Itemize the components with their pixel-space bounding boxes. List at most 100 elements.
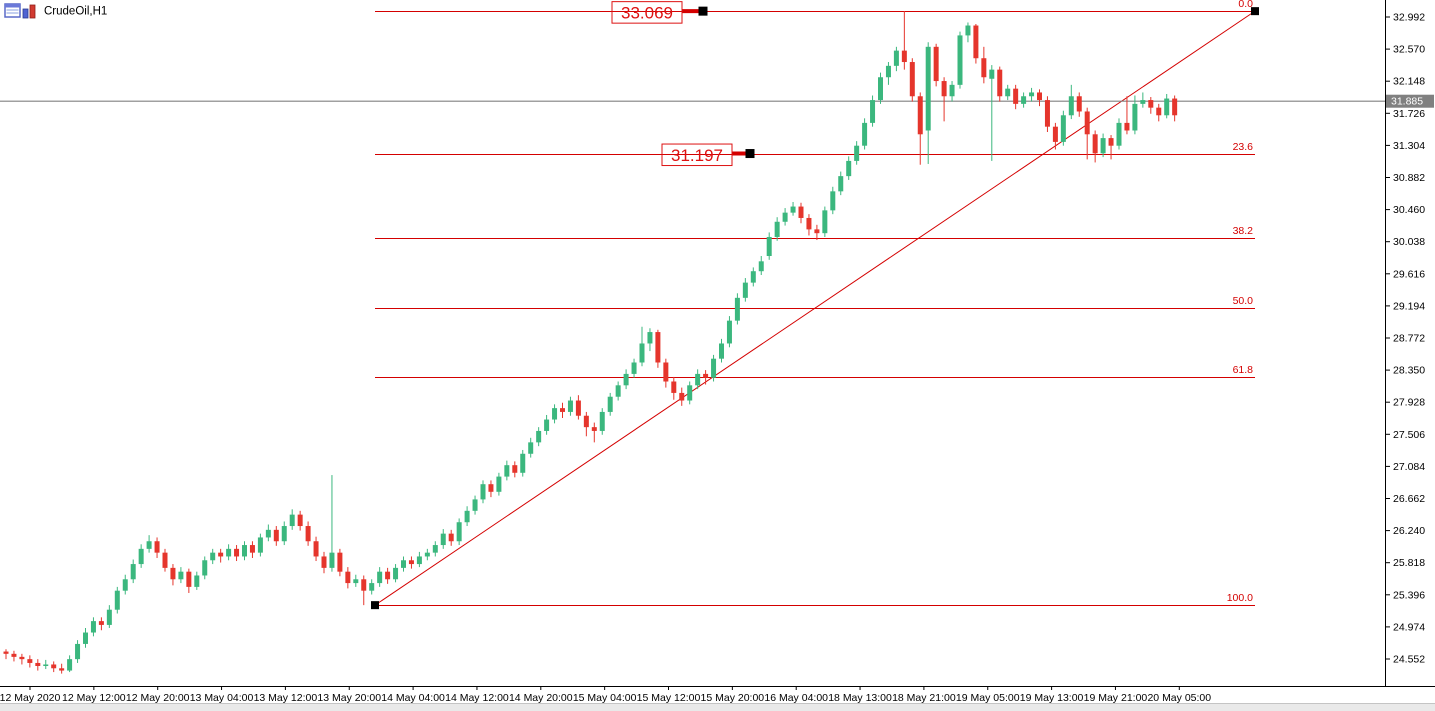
candle[interactable] bbox=[178, 567, 184, 584]
candle[interactable] bbox=[878, 72, 883, 104]
candle[interactable] bbox=[1140, 92, 1146, 108]
candle[interactable] bbox=[552, 404, 558, 424]
candle[interactable] bbox=[528, 437, 534, 458]
candle[interactable] bbox=[329, 475, 335, 572]
candle[interactable] bbox=[798, 202, 804, 224]
candle[interactable] bbox=[130, 559, 136, 584]
candle[interactable] bbox=[353, 574, 359, 587]
candle[interactable] bbox=[734, 293, 740, 325]
candles-layer[interactable] bbox=[3, 11, 1178, 674]
candle[interactable] bbox=[1052, 122, 1058, 150]
candle[interactable] bbox=[520, 449, 526, 477]
candle[interactable] bbox=[345, 567, 351, 589]
candle[interactable] bbox=[424, 548, 430, 561]
candle[interactable] bbox=[194, 571, 200, 590]
candle[interactable] bbox=[917, 92, 923, 165]
candle[interactable] bbox=[218, 548, 224, 563]
candle[interactable] bbox=[870, 95, 876, 127]
candle[interactable] bbox=[170, 564, 176, 586]
candle[interactable] bbox=[1013, 84, 1019, 110]
candle[interactable] bbox=[186, 568, 192, 593]
candle[interactable] bbox=[361, 575, 367, 606]
candle[interactable] bbox=[1068, 84, 1074, 120]
candle[interactable] bbox=[464, 506, 470, 527]
candle[interactable] bbox=[242, 541, 247, 561]
candle[interactable] bbox=[83, 627, 88, 648]
candle[interactable] bbox=[249, 541, 255, 558]
candle[interactable] bbox=[51, 661, 57, 673]
candle[interactable] bbox=[122, 574, 128, 595]
candle[interactable] bbox=[488, 480, 494, 498]
candle[interactable] bbox=[337, 548, 343, 577]
candle[interactable] bbox=[321, 551, 327, 574]
candle[interactable] bbox=[1029, 87, 1035, 102]
candle[interactable] bbox=[655, 329, 661, 368]
candle[interactable] bbox=[19, 653, 25, 665]
candle[interactable] bbox=[75, 640, 81, 663]
candle[interactable] bbox=[1124, 96, 1130, 135]
price-annotation[interactable]: 33.069 bbox=[611, 1, 708, 24]
candle[interactable] bbox=[838, 171, 844, 196]
candle[interactable] bbox=[1044, 96, 1050, 133]
candle[interactable] bbox=[719, 338, 724, 363]
candle[interactable] bbox=[226, 544, 232, 561]
candle[interactable] bbox=[981, 46, 987, 84]
candle[interactable] bbox=[440, 529, 446, 549]
candle[interactable] bbox=[1108, 135, 1114, 160]
candle[interactable] bbox=[1005, 84, 1011, 101]
candle[interactable] bbox=[806, 214, 812, 236]
candle[interactable] bbox=[822, 206, 828, 237]
candle[interactable] bbox=[1172, 95, 1178, 122]
trend-anchor-handle[interactable] bbox=[371, 601, 379, 610]
annotation-label-box[interactable] bbox=[611, 1, 683, 24]
candle[interactable] bbox=[607, 392, 613, 416]
candle[interactable] bbox=[472, 495, 478, 515]
candle[interactable] bbox=[766, 232, 772, 260]
candle[interactable] bbox=[1092, 130, 1098, 163]
candle[interactable] bbox=[703, 370, 709, 385]
candle[interactable] bbox=[695, 369, 701, 390]
candle[interactable] bbox=[1156, 103, 1162, 122]
candle[interactable] bbox=[973, 23, 979, 64]
candle[interactable] bbox=[297, 510, 303, 531]
annotation-handle[interactable] bbox=[698, 6, 708, 16]
candle[interactable] bbox=[59, 663, 65, 674]
candle[interactable] bbox=[210, 548, 216, 565]
candle[interactable] bbox=[313, 536, 319, 562]
candle[interactable] bbox=[560, 402, 565, 419]
candle[interactable] bbox=[416, 551, 422, 568]
candle[interactable] bbox=[742, 278, 748, 302]
candle[interactable] bbox=[289, 509, 295, 530]
candle[interactable] bbox=[599, 408, 605, 435]
candle[interactable] bbox=[846, 156, 852, 180]
candle[interactable] bbox=[385, 567, 391, 584]
candle[interactable] bbox=[647, 328, 653, 352]
time-axis[interactable]: 12 May 2020 12 May 12:00 12 May 20:00 13 Ma… bbox=[0, 686, 1435, 704]
candle[interactable] bbox=[909, 58, 915, 102]
candle[interactable] bbox=[43, 659, 49, 670]
candle[interactable] bbox=[408, 556, 414, 569]
candle[interactable] bbox=[281, 521, 287, 546]
candle[interactable] bbox=[933, 43, 939, 87]
candle[interactable] bbox=[575, 395, 581, 420]
candle[interactable] bbox=[1164, 93, 1170, 119]
candle[interactable] bbox=[949, 81, 955, 102]
candle[interactable] bbox=[591, 422, 597, 443]
candle[interactable] bbox=[941, 77, 947, 122]
candle[interactable] bbox=[639, 326, 645, 367]
candle[interactable] bbox=[925, 42, 931, 164]
candle[interactable] bbox=[138, 544, 144, 568]
candle[interactable] bbox=[257, 533, 263, 557]
candle[interactable] bbox=[544, 414, 550, 435]
candle[interactable] bbox=[965, 22, 971, 43]
candle[interactable] bbox=[496, 472, 502, 496]
price-axis[interactable]: 32.992 32.570 32.148 31.726 31.304 30.882 30.4… bbox=[1385, 0, 1434, 686]
candle[interactable] bbox=[679, 387, 685, 406]
fib-trend-line[interactable] bbox=[374, 10, 1256, 606]
candle[interactable] bbox=[90, 617, 96, 637]
candle[interactable] bbox=[854, 141, 860, 165]
candle[interactable] bbox=[3, 649, 9, 660]
candle[interactable] bbox=[583, 411, 589, 437]
candle[interactable] bbox=[1037, 89, 1042, 107]
candle[interactable] bbox=[456, 518, 462, 546]
